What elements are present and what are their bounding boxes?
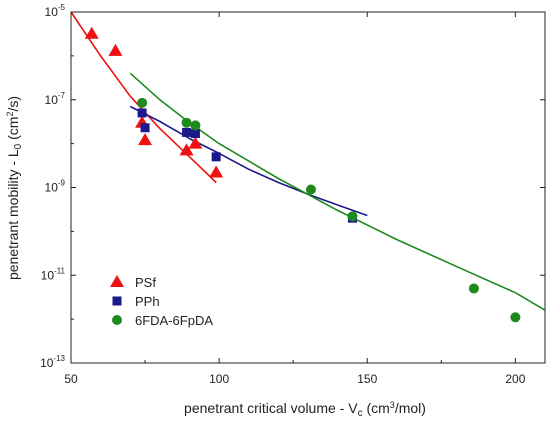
fit-line-PPh — [129, 105, 368, 217]
legend-marker-6FDA-6FpDA — [112, 315, 122, 325]
y-tick-label: 10-9 — [45, 179, 66, 195]
point-PPh — [140, 123, 150, 133]
legend: PSf PPh 6FDA-6FpDA — [110, 275, 213, 328]
y-tick-label: 10-5 — [45, 3, 66, 19]
point-PPh — [211, 152, 221, 162]
point-6FDA-6FpDA — [190, 120, 201, 131]
point-PSf — [209, 165, 224, 178]
legend-label: 6FDA-6FpDA — [135, 313, 213, 328]
point-PPh — [137, 108, 147, 118]
tick-labels: 50 100 150 200 10-5 10-7 10-9 10-11 10-13 — [40, 3, 526, 386]
fit-lines — [70, 11, 546, 311]
legend-label: PPh — [135, 294, 160, 309]
point-PSf — [138, 133, 153, 146]
y-axis-title: penetrant mobility - L0 (cm2/s) — [5, 96, 24, 280]
point-PSf — [188, 136, 203, 149]
y-tick-label: 10-13 — [40, 354, 65, 370]
y-tick-label: 10-7 — [45, 91, 66, 107]
x-axis-title: penetrant critical volume - Vc (cm3/mol) — [184, 400, 426, 419]
axis-ticks — [70, 11, 545, 364]
point-PSf — [84, 26, 99, 39]
point-6FDA-6FpDA — [347, 211, 358, 222]
point-6FDA-6FpDA — [181, 117, 192, 128]
point-PPh — [190, 129, 200, 139]
x-tick-label: 100 — [209, 372, 229, 386]
point-PPh — [182, 127, 192, 137]
legend-label: PSf — [135, 275, 156, 290]
fit-line-6FDA-6FpDA — [129, 72, 546, 311]
x-tick-label: 150 — [357, 372, 377, 386]
legend-marker-PPh — [112, 296, 122, 306]
point-PSf — [108, 43, 123, 56]
y-tick-label: 10-11 — [41, 266, 66, 282]
point-6FDA-6FpDA — [305, 184, 316, 195]
y-axis-title-group: penetrant mobility - L0 (cm2/s) — [5, 96, 24, 280]
point-6FDA-6FpDA — [468, 283, 479, 294]
data-points — [84, 26, 521, 323]
x-tick-label: 200 — [505, 372, 525, 386]
point-6FDA-6FpDA — [137, 97, 148, 108]
point-PSf — [179, 143, 194, 156]
x-tick-label: 50 — [64, 372, 78, 386]
point-6FDA-6FpDA — [510, 312, 521, 323]
legend-marker-PSf — [110, 275, 124, 287]
